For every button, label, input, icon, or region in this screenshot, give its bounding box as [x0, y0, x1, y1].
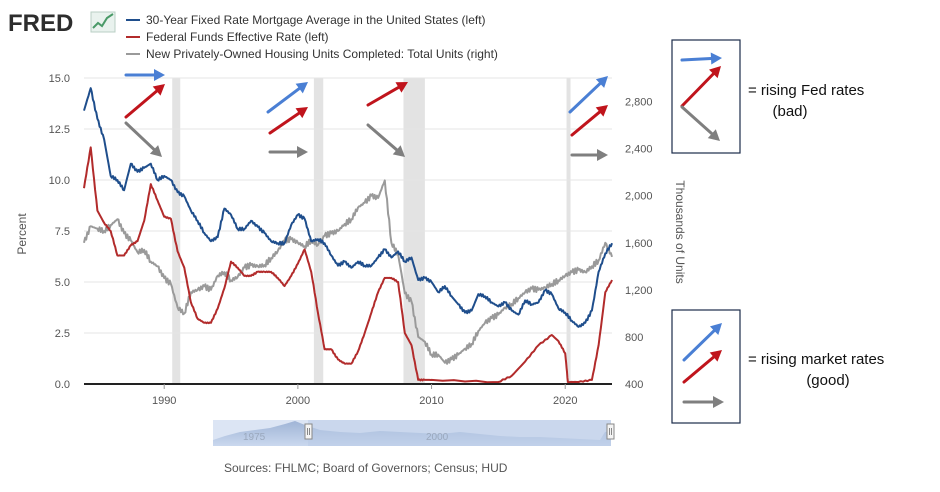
- key-box-bottom-arrows: [682, 323, 724, 408]
- series-line-housing: [83, 179, 613, 365]
- arrow-gray-icon: [268, 146, 308, 158]
- right-tick-label: 400: [625, 379, 643, 391]
- left-tick-label: 7.5: [55, 226, 70, 238]
- arrow-red-icon: [570, 105, 608, 137]
- x-tick-label: 2000: [286, 395, 310, 407]
- slider-label-2000: 2000: [426, 432, 449, 443]
- legend-label-housing[interactable]: New Privately-Owned Housing Units Comple…: [146, 47, 498, 61]
- right-tick-label: 800: [625, 332, 643, 344]
- key-box-bottom-frame: [671, 309, 741, 424]
- arrow-red-icon: [268, 107, 308, 135]
- fred-logo-text: FRED: [8, 10, 73, 37]
- key-top-line1: = rising Fed rates: [748, 82, 864, 99]
- key-arrow-blue-icon: [682, 323, 722, 362]
- arrow-gray-icon: [124, 121, 162, 157]
- left-axis-title: Percent: [15, 213, 29, 255]
- arrow-gray-icon: [366, 123, 405, 157]
- left-tick-label: 15.0: [49, 73, 70, 85]
- annotation-arrows: [124, 69, 608, 161]
- x-axis-ticks: 1990 2000 2010 2020: [152, 384, 577, 407]
- key-bottom-line2: (good): [806, 372, 849, 389]
- key-arrow-red-icon: [682, 350, 722, 384]
- right-axis-ticks: 400 800 1,200 1,600 2,000 2,400 2,800: [625, 97, 653, 391]
- right-tick-label: 1,200: [625, 285, 653, 297]
- left-tick-label: 12.5: [49, 124, 70, 136]
- left-tick-label: 0.0: [55, 379, 70, 391]
- key-box-market-rates: = rising market rates (good): [671, 309, 884, 424]
- left-tick-label: 5.0: [55, 277, 70, 289]
- legend-label-mortgage[interactable]: 30-Year Fixed Rate Mortgage Average in t…: [146, 13, 486, 27]
- left-axis-ticks: 0.0 2.5 5.0 7.5 10.0 12.5 15.0: [49, 73, 70, 391]
- slider-selection[interactable]: [308, 420, 611, 446]
- legend-label-fedfunds[interactable]: Federal Funds Effective Rate (left): [146, 30, 329, 44]
- range-slider[interactable]: 1975 2000: [213, 420, 615, 446]
- key-bottom-line1: = rising market rates: [748, 351, 884, 368]
- arrow-gray-icon: [570, 149, 608, 161]
- arrow-red-icon: [124, 84, 165, 119]
- slider-left-handle[interactable]: [304, 423, 313, 440]
- x-tick-label: 1990: [152, 395, 176, 407]
- x-tick-label: 2010: [419, 395, 443, 407]
- key-box-top-frame: [671, 39, 741, 154]
- series-line-mortgage: [83, 87, 613, 328]
- right-tick-label: 2,800: [625, 97, 653, 109]
- fred-chart-icon: [90, 11, 116, 33]
- right-axis-title: Thousands of Units: [673, 180, 687, 283]
- x-tick-label: 2020: [553, 395, 577, 407]
- right-tick-label: 1,600: [625, 238, 653, 250]
- series-lines: [83, 87, 613, 384]
- key-arrow-blue-icon: [680, 52, 722, 65]
- arrow-blue-icon: [124, 69, 165, 81]
- key-box-top-arrows: [680, 52, 722, 141]
- left-tick-label: 2.5: [55, 328, 70, 340]
- right-tick-label: 2,000: [625, 191, 653, 203]
- key-arrow-gray-icon: [682, 396, 724, 408]
- arrow-blue-icon: [266, 82, 308, 114]
- arrow-blue-icon: [568, 76, 608, 114]
- key-top-line2: (bad): [772, 103, 807, 120]
- key-arrow-gray-icon: [680, 105, 720, 141]
- fred-logo[interactable]: FRED: [8, 10, 116, 37]
- key-arrow-red-icon: [680, 66, 721, 108]
- left-tick-label: 10.0: [49, 175, 70, 187]
- slider-right-handle[interactable]: [606, 423, 615, 440]
- series-line-fedfunds: [83, 146, 613, 384]
- source-note: Sources: FHLMC; Board of Governors; Cens…: [224, 461, 508, 475]
- slider-label-1975: 1975: [243, 432, 266, 443]
- legend: 30-Year Fixed Rate Mortgage Average in t…: [126, 13, 498, 61]
- right-tick-label: 2,400: [625, 144, 653, 156]
- key-box-fed-rates: = rising Fed rates (bad): [671, 39, 864, 154]
- gridlines: [84, 77, 612, 334]
- arrow-red-icon: [366, 82, 408, 107]
